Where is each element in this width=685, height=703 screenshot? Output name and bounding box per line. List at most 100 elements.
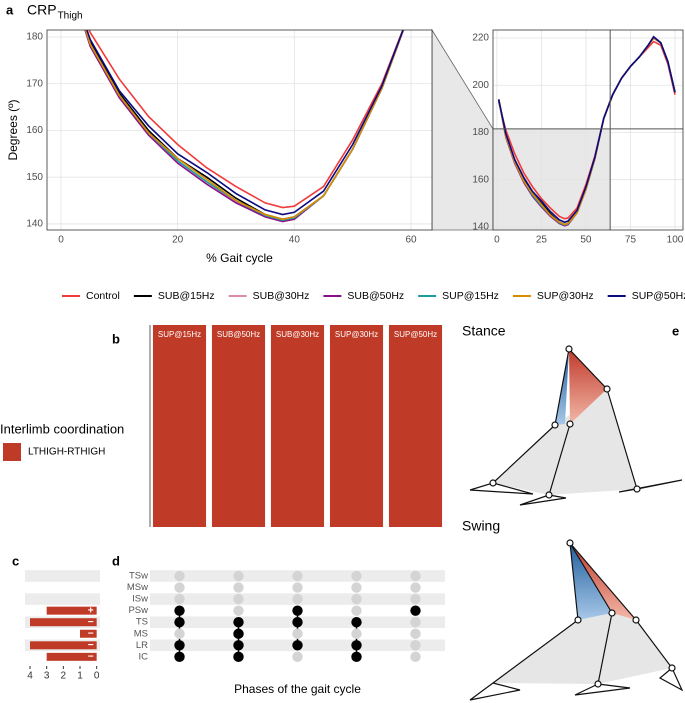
dot: [233, 651, 244, 663]
y-tick-label: 220: [472, 33, 489, 44]
dot: [410, 570, 421, 582]
row-label: ISw: [132, 594, 148, 605]
x-tick-label: 0: [94, 671, 100, 682]
bar-sign: −: [88, 651, 94, 662]
dot: [292, 640, 303, 651]
bar: [329, 325, 384, 527]
legend-label: SUB@15Hz: [158, 290, 215, 302]
dot: [292, 582, 303, 593]
row-label: IC: [139, 651, 149, 662]
panel-label: b: [112, 331, 120, 346]
legend-label: Control: [86, 290, 120, 302]
series-line: [86, 30, 404, 216]
y-tick-label: 140: [26, 219, 43, 230]
dot: [174, 617, 185, 628]
legend-label: SUP@50Hz: [632, 290, 685, 302]
x-tick-label: 2: [61, 671, 67, 682]
dot: [351, 605, 362, 616]
y-tick-label: 170: [26, 78, 43, 89]
dot: [351, 617, 362, 628]
series-group: [84, 30, 405, 223]
x-tick-label: 4: [27, 671, 33, 682]
dot: [410, 582, 421, 593]
dot: [351, 651, 362, 663]
series-line: [497, 35, 676, 224]
legend-swatch: [3, 443, 21, 461]
dot: [292, 605, 303, 616]
x-axis-label: % Gait cycle: [206, 251, 273, 265]
bar-label: SUP@15Hz: [158, 330, 201, 339]
bar: [152, 325, 207, 527]
bar-label: SUP@30Hz: [335, 330, 378, 339]
dot: [292, 628, 303, 639]
row-label: PSw: [128, 605, 148, 616]
row-label: LR: [136, 640, 148, 651]
bar: [46, 606, 97, 615]
plot-border: [492, 29, 684, 231]
legend-label: SUB@30Hz: [253, 290, 310, 302]
chart-title: CRP: [27, 2, 57, 18]
dot: [351, 628, 362, 639]
x-tick-label: 0: [58, 235, 64, 246]
series-group: [497, 35, 676, 227]
bar: [30, 618, 97, 627]
bar: [388, 325, 443, 527]
row-label: TSw: [129, 571, 148, 582]
dot: [174, 651, 185, 663]
bar: [46, 652, 97, 661]
stance-title: Stance: [462, 323, 506, 339]
dot: [410, 605, 421, 616]
dot: [410, 651, 421, 663]
legend-label: SUB@50Hz: [347, 290, 404, 302]
stance-figure: [469, 345, 683, 506]
bar-label: SUB@50Hz: [217, 330, 260, 339]
panel-label: a: [6, 2, 14, 17]
dot: [292, 651, 303, 663]
bar-sign: −: [88, 617, 94, 628]
legend-title: Interlimb coordination: [0, 421, 124, 436]
y-tick-label: 150: [26, 172, 43, 183]
y-tick-label: 160: [472, 174, 489, 185]
x-tick-label: 20: [172, 235, 184, 246]
chart-title-subscript: Thigh: [58, 11, 83, 22]
x-tick-label: 1: [77, 671, 83, 682]
dot: [233, 582, 244, 593]
y-axis-label: Degrees (º): [6, 99, 20, 160]
x-tick-label: 50: [580, 235, 592, 246]
legend-label: LTHIGH-RTHIGH: [28, 447, 105, 458]
x-tick-label: 60: [405, 235, 417, 246]
x-tick-label: 25: [536, 235, 548, 246]
x-tick-label: 3: [44, 671, 50, 682]
panel-label: e: [672, 323, 679, 338]
legend-label: SUP@15Hz: [442, 290, 499, 302]
bar: [30, 641, 97, 650]
row-band: [25, 570, 100, 582]
dot: [351, 582, 362, 593]
bar-sign: −: [88, 640, 94, 651]
y-tick-label: 200: [472, 80, 489, 91]
bar-sign: +: [88, 605, 94, 616]
dot: [174, 628, 185, 639]
dot: [233, 593, 244, 605]
panel-label: c: [12, 553, 19, 568]
panel-label: d: [112, 553, 120, 568]
dot: [292, 570, 303, 582]
bar-label: SUP@50Hz: [394, 330, 437, 339]
dot: [174, 605, 185, 616]
dot: [174, 582, 185, 593]
plot-background: [47, 30, 432, 230]
bar-label: SUB@30Hz: [276, 330, 319, 339]
swing-figure: [469, 539, 684, 701]
swing-title: Swing: [462, 518, 500, 534]
dot: [233, 628, 244, 639]
dot: [351, 640, 362, 651]
row-band: [25, 593, 100, 605]
x-axis-label: Phases of the gait cycle: [234, 682, 361, 696]
row-label: MSw: [127, 582, 148, 593]
series-line: [84, 30, 405, 221]
dot: [233, 605, 244, 616]
x-tick-label: 0: [494, 235, 500, 246]
dot: [410, 593, 421, 605]
dot: [233, 640, 244, 651]
